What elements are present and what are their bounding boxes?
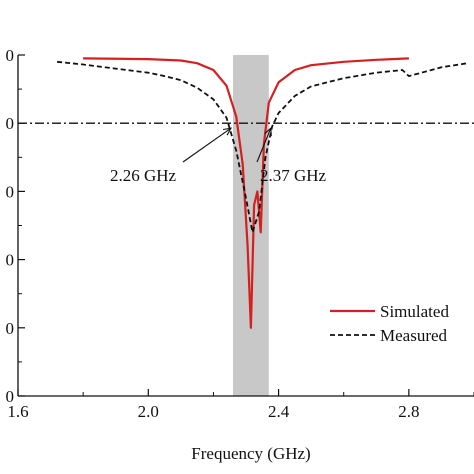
y-tick-label: 0 bbox=[6, 114, 15, 133]
legend: Simulated Measured bbox=[330, 302, 449, 345]
x-tick-label: 2.8 bbox=[398, 402, 419, 421]
x-tick-label: 2.0 bbox=[138, 402, 159, 421]
legend-label-measured: Measured bbox=[380, 326, 448, 345]
x-tick-label: 2.4 bbox=[268, 402, 290, 421]
y-tick-label: 0 bbox=[6, 46, 15, 65]
annotation-2-37-ghz: 2.37 GHz bbox=[260, 166, 327, 185]
y-tick-label: 0 bbox=[6, 387, 15, 406]
series-line-simulated bbox=[83, 57, 409, 329]
y-tick-label: 0 bbox=[6, 319, 15, 338]
annotation-2-26-ghz: 2.26 GHz bbox=[110, 166, 177, 185]
series-line-measured bbox=[57, 60, 468, 234]
annotation-arrow bbox=[182, 127, 232, 163]
legend-label-simulated: Simulated bbox=[380, 302, 449, 321]
x-axis-title: Frequency (GHz) bbox=[191, 444, 310, 463]
y-tick-label: 0 bbox=[6, 182, 15, 201]
annotation-group: 2.26 GHz 2.37 GHz bbox=[110, 127, 327, 185]
arrow-head bbox=[222, 127, 233, 136]
ticks-group: 1.62.02.42.83000000 bbox=[6, 46, 474, 421]
arrow-head bbox=[264, 127, 272, 137]
y-tick-label: 0 bbox=[6, 251, 15, 270]
annotation-arrow bbox=[256, 127, 272, 163]
x-tick-label: 1.6 bbox=[7, 402, 28, 421]
series-group bbox=[57, 57, 468, 329]
